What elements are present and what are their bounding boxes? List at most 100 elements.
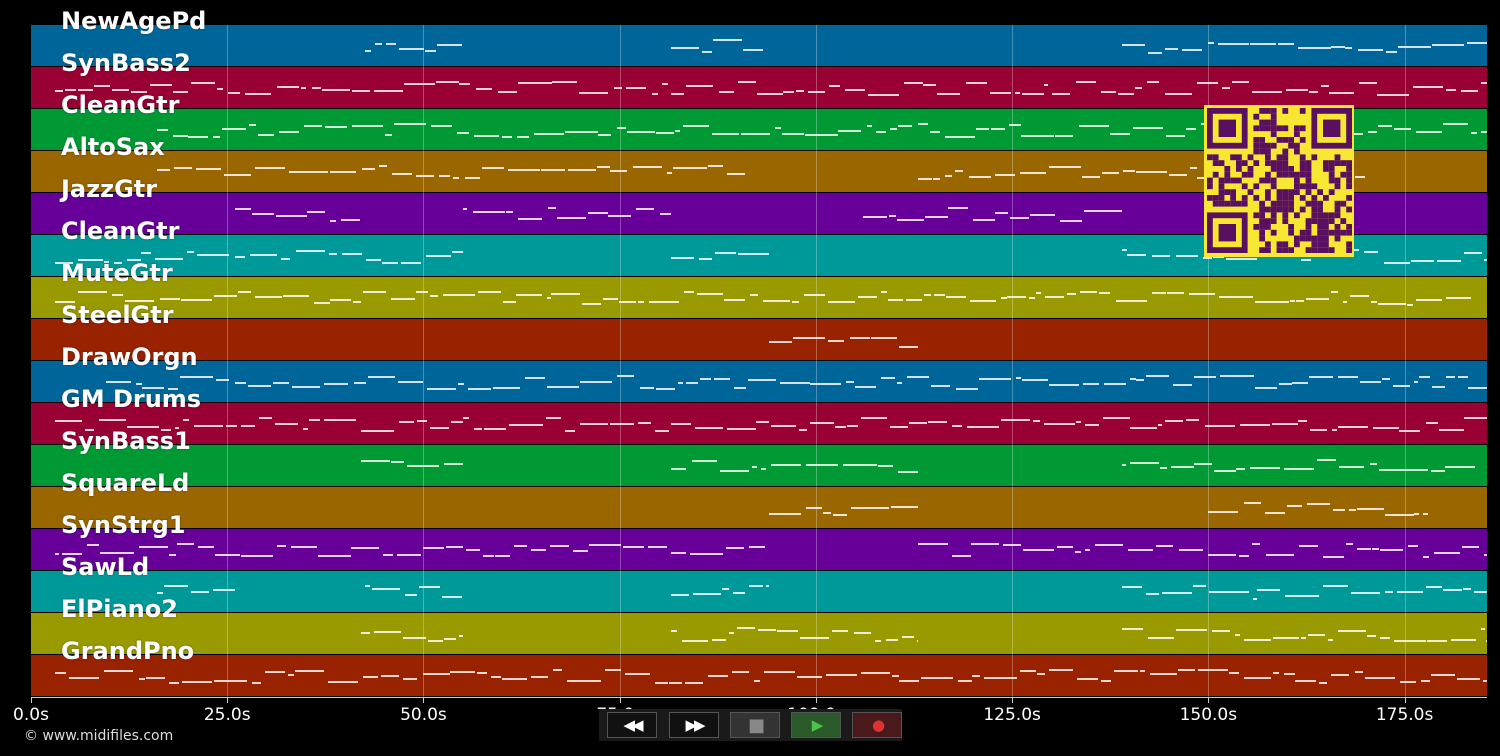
midi-note [791, 301, 800, 303]
midi-note [194, 425, 224, 427]
midi-note [758, 629, 777, 631]
midi-note [1480, 628, 1486, 630]
midi-note [1392, 385, 1411, 387]
midi-note [984, 677, 1017, 679]
midi-note [378, 165, 387, 167]
midi-note [1287, 505, 1303, 507]
midi-note [430, 125, 452, 127]
midi-note [1002, 544, 1022, 546]
midi-note [1043, 423, 1076, 425]
midi-note [68, 677, 100, 679]
midi-note [712, 133, 739, 135]
midi-note [670, 423, 691, 425]
midi-note [792, 337, 826, 339]
midi-note [722, 588, 730, 590]
grid-line [227, 25, 229, 697]
midi-note [1213, 256, 1224, 258]
midi-note [254, 167, 285, 169]
midi-note [771, 425, 796, 427]
midi-note [1370, 301, 1378, 303]
stop-button[interactable]: ■ [730, 712, 780, 738]
midi-note [362, 291, 387, 293]
grid-line [1012, 25, 1014, 697]
midi-note [1480, 417, 1487, 419]
midi-note [99, 419, 126, 421]
midi-note [1323, 556, 1344, 558]
midi-note [452, 251, 463, 253]
midi-note [972, 675, 981, 677]
midi-note [540, 169, 565, 171]
midi-note [1380, 549, 1403, 551]
midi-note [635, 208, 654, 210]
midi-note [1356, 508, 1384, 510]
midi-note [127, 259, 141, 261]
midi-note [1030, 214, 1055, 216]
midi-note [1079, 291, 1097, 293]
midi-note [1462, 546, 1480, 548]
midi-note [142, 387, 164, 389]
midi-note [1309, 429, 1328, 431]
midi-note [897, 219, 924, 221]
track-name: SawLd [61, 553, 150, 581]
midi-note [1197, 669, 1228, 671]
midi-note [756, 93, 783, 95]
track-lane: SquareLd [31, 469, 1487, 528]
midi-note [1359, 381, 1382, 383]
midi-note [276, 86, 300, 88]
midi-note [1149, 673, 1177, 675]
midi-note [1415, 131, 1443, 133]
midi-note [681, 640, 709, 642]
midi-note [1220, 375, 1254, 377]
stop-icon: ■ [747, 714, 765, 736]
midi-note [1331, 674, 1350, 676]
midi-note [225, 425, 237, 427]
midi-note [492, 387, 520, 389]
rewind-button[interactable]: ◀◀ [607, 712, 657, 738]
midi-note [54, 420, 82, 422]
midi-note [754, 680, 760, 682]
midi-note [1482, 680, 1487, 682]
midi-note [100, 552, 134, 554]
midi-note [1214, 470, 1236, 472]
midi-note [442, 596, 462, 598]
midi-note [113, 262, 123, 264]
midi-note [352, 90, 371, 92]
midi-note [354, 382, 367, 384]
fast-forward-button[interactable]: ▶▶ [669, 712, 719, 738]
midi-note [392, 173, 412, 175]
midi-note [1059, 220, 1082, 222]
midi-note [1122, 628, 1144, 630]
track-name: GrandPno [61, 637, 195, 665]
midi-note [54, 672, 66, 674]
track-name: CleanGtr [61, 91, 180, 119]
play-button[interactable]: ▶ [791, 712, 841, 738]
midi-note [161, 429, 171, 431]
midi-note [1165, 48, 1179, 50]
midi-note [975, 128, 990, 130]
midi-note [405, 594, 418, 596]
midi-note [1122, 44, 1145, 46]
midi-note [965, 82, 988, 84]
midi-note [524, 377, 546, 379]
rewind-icon: ◀◀ [623, 716, 643, 734]
midi-note [1218, 43, 1249, 45]
midi-note [360, 460, 391, 462]
midi-note [1357, 548, 1372, 550]
midi-note [1020, 172, 1046, 174]
midi-note [1284, 468, 1314, 470]
midi-note [445, 546, 464, 548]
midi-note [610, 170, 628, 172]
midi-note [364, 585, 370, 587]
midi-note [228, 92, 241, 94]
record-button[interactable]: ● [852, 712, 902, 738]
midi-note [952, 555, 971, 557]
midi-note [386, 43, 396, 45]
track-lane: DrawOrgn [31, 343, 1487, 402]
midi-note [1244, 502, 1261, 504]
midi-note [175, 427, 179, 429]
midi-note [1155, 545, 1174, 547]
midi-note [718, 91, 734, 93]
midi-note [1166, 135, 1186, 137]
midi-note [362, 676, 378, 678]
midi-note [749, 585, 763, 587]
